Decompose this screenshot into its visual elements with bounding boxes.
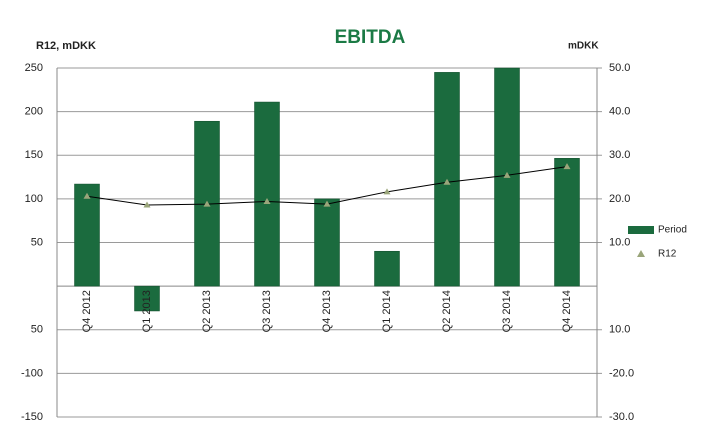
y2-tick-label: -20.0 xyxy=(609,367,634,379)
marker xyxy=(143,201,151,208)
x-tick-label: Q3 2014 xyxy=(501,290,513,332)
x-tick-label: Q1 2013 xyxy=(141,290,153,332)
y2-tick-label: 40.0 xyxy=(609,106,630,118)
y-tick-label: -100 xyxy=(21,367,43,379)
y2-tick-label: 30.0 xyxy=(609,149,630,161)
y2-tick-label: 10.0 xyxy=(609,236,630,248)
y-tick-label: 50 xyxy=(31,324,43,336)
bar xyxy=(254,101,280,287)
bar xyxy=(314,198,340,287)
bar xyxy=(134,285,160,312)
legend-label: Period xyxy=(658,225,687,236)
x-tick-label: Q2 2013 xyxy=(201,290,213,332)
y-axis-title: R12, mDKK xyxy=(36,40,96,52)
marker xyxy=(323,200,331,207)
y-tick-label: -150 xyxy=(21,411,43,423)
bar xyxy=(374,250,400,287)
y2-tick-label: 20.0 xyxy=(609,193,630,205)
marker xyxy=(383,188,391,195)
x-tick-label: Q1 2014 xyxy=(381,290,393,332)
y2-tick-label: 10.0 xyxy=(609,324,630,336)
legend-label: R12 xyxy=(658,249,677,260)
marker xyxy=(443,178,451,185)
bar xyxy=(74,183,100,287)
x-tick-label: Q2 2014 xyxy=(441,290,453,332)
marker xyxy=(503,171,511,178)
marker xyxy=(83,192,91,199)
x-tick-label: Q4 2014 xyxy=(561,290,573,332)
y2-axis-title: mDKK xyxy=(568,41,599,52)
bar xyxy=(554,158,580,287)
marker xyxy=(203,200,211,207)
y2-tick-label: 50.0 xyxy=(609,62,630,74)
legend-swatch xyxy=(628,226,654,234)
y-tick-label: 150 xyxy=(25,149,43,161)
x-tick-label: Q3 2013 xyxy=(261,290,273,332)
y-tick-label: 200 xyxy=(25,106,43,118)
y2-tick-label: -30.0 xyxy=(609,411,634,423)
chart-title: EBITDA xyxy=(335,27,406,48)
marker xyxy=(563,163,571,170)
marker xyxy=(263,197,271,204)
legend-swatch xyxy=(637,250,645,257)
x-tick-label: Q4 2013 xyxy=(321,290,333,332)
y-tick-label: 100 xyxy=(25,193,43,205)
x-tick-label: Q4 2012 xyxy=(81,290,93,332)
y-tick-label: 250 xyxy=(25,62,43,74)
y-tick-label: 50 xyxy=(31,236,43,248)
